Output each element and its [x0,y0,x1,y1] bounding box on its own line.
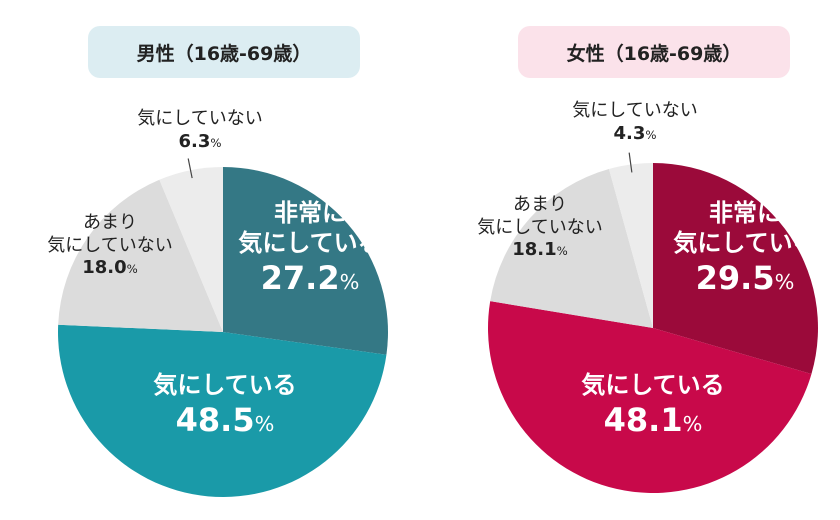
label-male-not: 気にしていない 6.3% [137,108,263,152]
label-female-not: 気にしていない 4.3% [572,100,698,144]
pie-slice-female-2 [490,168,653,328]
label-male-very: 非常に 気にしている 27.2% [238,199,382,297]
label-male-notmuch: あまり 気にしていない 18.0% [47,212,173,278]
pie-slice-male-2 [58,179,224,332]
pie-slice-female-1 [487,301,812,494]
leader-line-female [628,152,633,173]
pie-slice-male-0 [223,167,389,355]
label-female-care: 気にしている 48.1% [581,371,725,439]
label-female-very: 非常に 気にしている 29.5% [673,199,817,297]
chart-title-female: 女性（16歳‐69歳） [518,26,790,78]
leader-line-male [187,158,193,179]
pie-slice-male-1 [57,324,387,498]
label-male-care: 気にしている 48.5% [153,371,297,439]
label-female-notmuch: あまり 気にしていない 18.1% [477,194,603,260]
pie-slice-male-3 [159,167,223,332]
chart-title-male: 男性（16歳‐69歳） [88,26,360,78]
pie-slice-female-3 [608,163,653,328]
pie-slice-female-0 [653,163,818,375]
